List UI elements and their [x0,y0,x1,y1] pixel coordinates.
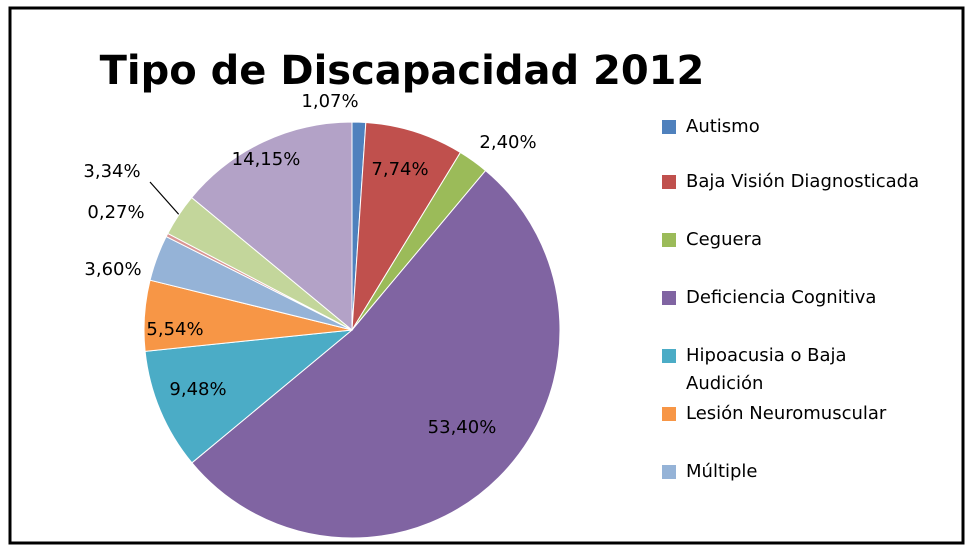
legend-item: Múltiple [662,458,758,486]
leader-line [149,181,183,219]
chart-title: Tipo de Discapacidad 2012 [100,48,705,94]
legend-swatch [662,233,676,247]
data-label: 5,54% [146,319,203,340]
legend-item: Ceguera [662,226,762,254]
legend-label: Autismo [686,116,760,137]
data-label: 3,34% [83,161,140,182]
legend-swatch [662,175,676,189]
legend-swatch [662,349,676,363]
legend-item: Autismo [662,113,760,141]
legend-label: Baja Visión Diagnosticada [686,171,920,192]
pie-slice [144,329,354,464]
legend-item: Lesión Neuromuscular [662,400,886,428]
data-label: 53,40% [428,417,497,438]
data-label: 9,48% [169,379,226,400]
legend-label: Deficiencia Cognitiva [686,287,877,308]
legend-swatch [662,120,676,134]
legend-swatch [662,291,676,305]
data-label: 1,07% [301,91,358,112]
legend-item: Deficiencia Cognitiva [662,284,876,312]
pie-slice [190,121,353,332]
legend-label: Lesión Neuromuscular [686,403,887,424]
legend-label: Ceguera [686,229,762,250]
data-label: 14,15% [232,149,301,170]
legend-swatch [662,465,676,479]
legend-swatch [662,407,676,421]
pie-slice [351,121,462,331]
legend-label: Hipoacusia o Baja Audición [686,345,847,394]
data-label: 2,40% [479,132,536,153]
legend-label: Múltiple [686,461,758,482]
pie-slice [191,169,561,539]
data-label: 7,74% [371,159,428,180]
data-label: 3,60% [84,259,141,280]
data-label: 0,27% [87,202,144,223]
legend-item: Baja Visión Diagnosticada [662,168,919,196]
legend-item: Hipoacusia o Baja Audición [662,342,886,398]
